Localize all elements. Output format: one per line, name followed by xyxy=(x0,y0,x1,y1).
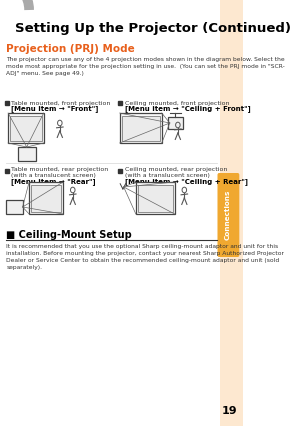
Text: Table mounted, rear projection: Table mounted, rear projection xyxy=(11,167,109,172)
Text: ■ Ceiling-Mount Setup: ■ Ceiling-Mount Setup xyxy=(7,230,132,240)
Text: Connections: Connections xyxy=(225,190,231,240)
Bar xyxy=(220,0,242,426)
Text: The projector can use any of the 4 projection modes shown in the diagram below. : The projector can use any of the 4 proje… xyxy=(7,57,285,76)
Bar xyxy=(10,115,42,141)
Bar xyxy=(18,147,36,161)
Text: Ceiling mounted, front projection: Ceiling mounted, front projection xyxy=(124,101,229,106)
Text: [Menu item → "Ceiling + Front"]: [Menu item → "Ceiling + Front"] xyxy=(124,106,250,112)
Text: Setting Up the Projector (Continued): Setting Up the Projector (Continued) xyxy=(15,22,291,35)
Bar xyxy=(8,113,44,143)
Bar xyxy=(136,182,175,214)
Text: [Menu item → "Front"]: [Menu item → "Front"] xyxy=(11,106,99,112)
Bar xyxy=(29,182,63,214)
Text: [Menu item → "Ceiling + Rear"]: [Menu item → "Ceiling + Rear"] xyxy=(124,178,248,185)
Bar xyxy=(7,200,22,214)
Text: It is recommended that you use the optional Sharp ceiling-mount adaptor and unit: It is recommended that you use the optio… xyxy=(7,244,284,270)
Text: (with a translucent screen): (with a translucent screen) xyxy=(11,173,96,178)
Text: Ceiling mounted, rear projection: Ceiling mounted, rear projection xyxy=(124,167,227,172)
Text: 19: 19 xyxy=(222,406,237,416)
Bar xyxy=(120,113,162,143)
Text: [Menu item → "Rear"]: [Menu item → "Rear"] xyxy=(11,178,96,185)
Text: Table mounted, front projection: Table mounted, front projection xyxy=(11,101,111,106)
Bar xyxy=(31,184,61,211)
FancyBboxPatch shape xyxy=(218,173,239,257)
Text: Projection (PRJ) Mode: Projection (PRJ) Mode xyxy=(7,44,135,54)
Text: (with a translucent screen): (with a translucent screen) xyxy=(124,173,209,178)
Bar xyxy=(168,117,183,129)
Bar xyxy=(122,115,160,141)
Bar xyxy=(138,184,172,211)
